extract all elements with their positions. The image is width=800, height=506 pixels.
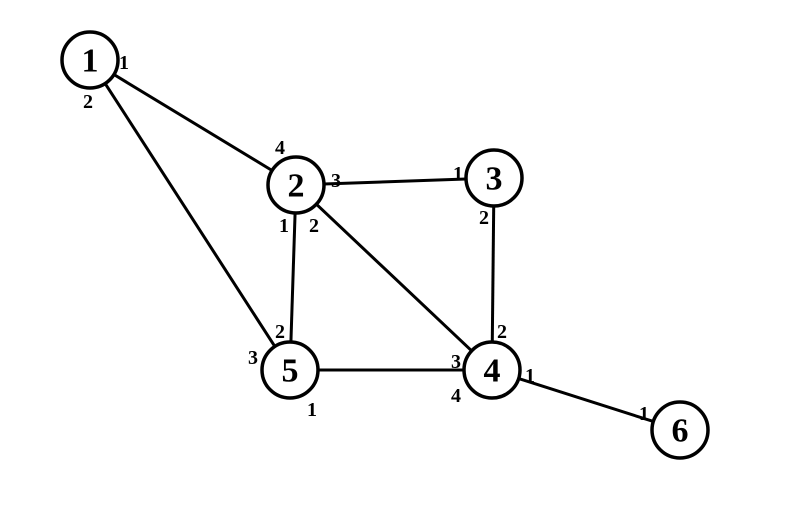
edges-layer [105,75,653,422]
edge-2-5 [291,213,295,342]
node-4: 4 [464,342,520,398]
port-label-3-to-4-to: 2 [497,321,507,343]
node-6: 6 [652,402,708,458]
port-label-4-to-6-to: 1 [639,403,649,425]
edge-1-5 [105,84,275,347]
port-label-4-to-5-from: 4 [451,385,461,407]
port-label-2-to-5-to: 2 [275,321,285,343]
edge-4-6 [519,379,654,422]
edge-3-4 [492,206,493,342]
node-label: 5 [282,353,299,390]
nodes-layer: 123456 [62,32,708,458]
port-label-2-to-5-from: 1 [279,215,289,237]
edge-2-3 [324,179,466,184]
node-label: 1 [82,43,99,80]
port-label-4-to-6-from: 1 [525,365,535,387]
port-label-3-to-4-from: 2 [479,207,489,229]
port-label-1-to-2-from: 1 [119,52,129,74]
graph-diagram: 123456 1423312312224111 [0,0,800,506]
port-label-2-to-3-from: 3 [331,170,341,192]
edge-1-2 [114,75,272,171]
port-label-1-to-5-to: 3 [248,347,258,369]
port-label-1-to-5-from: 2 [83,91,93,113]
port-label-4-to-5-to: 1 [307,399,317,421]
node-3: 3 [466,150,522,206]
node-1: 1 [62,32,118,88]
node-label: 6 [672,413,689,450]
port-label-2-to-4-from: 2 [309,215,319,237]
port-label-2-to-3-to: 1 [453,163,463,185]
node-5: 5 [262,342,318,398]
port-label-2-to-4-to: 3 [451,351,461,373]
edge-2-4 [316,204,471,351]
port-label-1-to-2-to: 4 [275,137,285,159]
node-label: 3 [486,161,503,198]
node-label: 4 [484,353,501,390]
node-2: 2 [268,157,324,213]
node-label: 2 [288,168,305,205]
